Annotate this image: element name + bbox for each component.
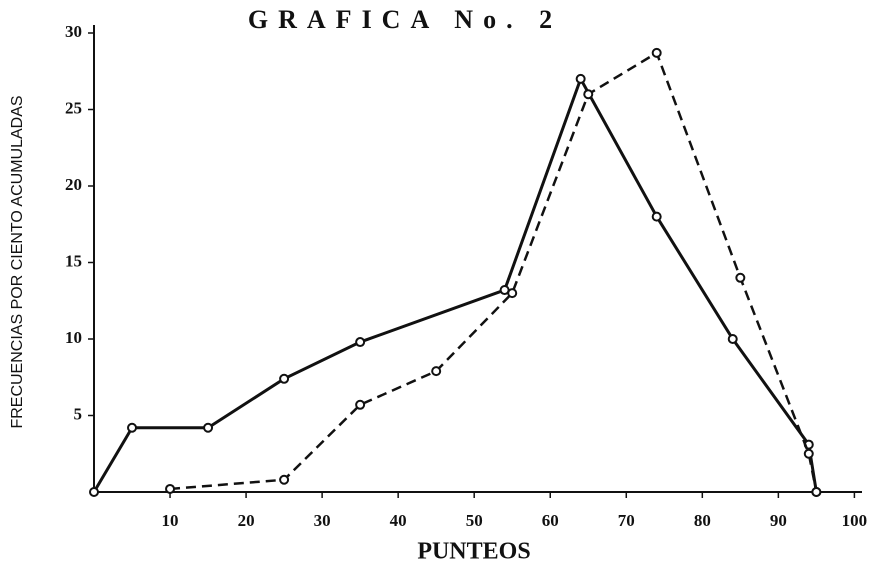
- x-tick-label: 60: [542, 511, 559, 530]
- series-line: [169, 51, 818, 493]
- x-tick-label: 20: [238, 511, 255, 530]
- series-point: [507, 288, 518, 299]
- x-tick-label: 40: [390, 511, 407, 530]
- y-axis-label: FRECUENCIAS POR CIENTO ACUMULADAS: [9, 95, 26, 428]
- series-point: [727, 334, 738, 344]
- x-tick-label: 100: [842, 511, 868, 530]
- y-tick-label: 15: [65, 251, 82, 270]
- series-point: [583, 89, 594, 100]
- series-point: [165, 483, 176, 494]
- series-point: [651, 47, 662, 58]
- chart-title: GRAFICA No. 2: [248, 5, 562, 34]
- series-point: [279, 373, 290, 384]
- series-point: [355, 337, 366, 348]
- series-point: [127, 422, 138, 433]
- series-point: [431, 366, 442, 377]
- series-point: [89, 487, 99, 497]
- x-axis-label: PUNTEOS: [417, 539, 530, 565]
- series-point: [279, 474, 290, 485]
- series-point: [651, 211, 662, 222]
- x-tick-label: 90: [770, 511, 787, 530]
- series-point: [355, 399, 366, 410]
- x-tick-label: 50: [466, 511, 483, 530]
- series-point: [803, 448, 814, 459]
- series-point: [575, 73, 586, 84]
- y-tick-label: 20: [65, 175, 82, 194]
- x-tick-label: 30: [314, 511, 331, 530]
- y-tick-label: 30: [65, 22, 82, 41]
- series-line: [92, 75, 818, 493]
- y-tick-label: 10: [65, 328, 82, 347]
- x-tick-label: 70: [618, 511, 635, 530]
- series-point: [735, 272, 746, 283]
- y-tick-label: 5: [74, 404, 83, 423]
- series-point: [811, 487, 822, 497]
- y-tick-label: 25: [65, 98, 82, 117]
- x-tick-label: 10: [162, 511, 179, 530]
- series-point: [203, 422, 214, 433]
- x-tick-label: 80: [694, 511, 711, 530]
